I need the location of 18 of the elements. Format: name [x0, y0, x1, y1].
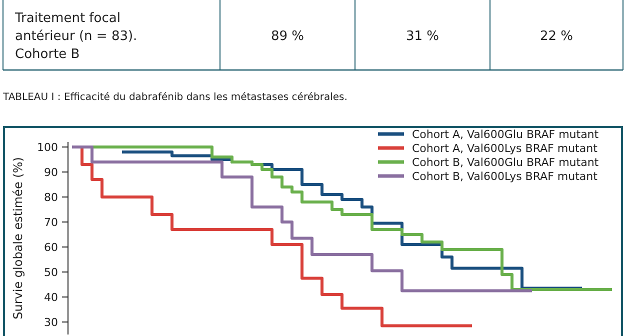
legend-label: Cohort B, Val600Glu BRAF mutant — [412, 156, 600, 169]
y-tick-label: 40 — [44, 291, 58, 304]
y-tick-label: 60 — [44, 241, 58, 254]
legend-label: Cohort B, Val600Lys BRAF mutant — [412, 170, 598, 183]
legend-label: Cohort A, Val600Glu BRAF mutant — [412, 128, 600, 141]
text: Traitement focal antérieur (n = 83). Cohorte B — [14, 11, 138, 62]
y-tick-label: 30 — [44, 316, 58, 329]
text: TABLEAU I : Efficacité du dabrafénib dans les métastases cérébrales. — [2, 92, 348, 103]
y-axis-title: Survie globale estimée (%) — [11, 157, 25, 320]
y-tick-label: 50 — [44, 266, 58, 279]
y-tick-label: 70 — [44, 216, 58, 229]
text: 89 % — [270, 29, 304, 44]
y-tick-label: 80 — [44, 191, 58, 204]
legend-label: Cohort A, Val600Lys BRAF mutant — [412, 142, 598, 155]
y-tick-label: 90 — [44, 166, 58, 179]
text: 31 % — [406, 29, 440, 44]
text: 22 % — [540, 29, 574, 44]
y-tick-label: 100 — [37, 141, 58, 154]
